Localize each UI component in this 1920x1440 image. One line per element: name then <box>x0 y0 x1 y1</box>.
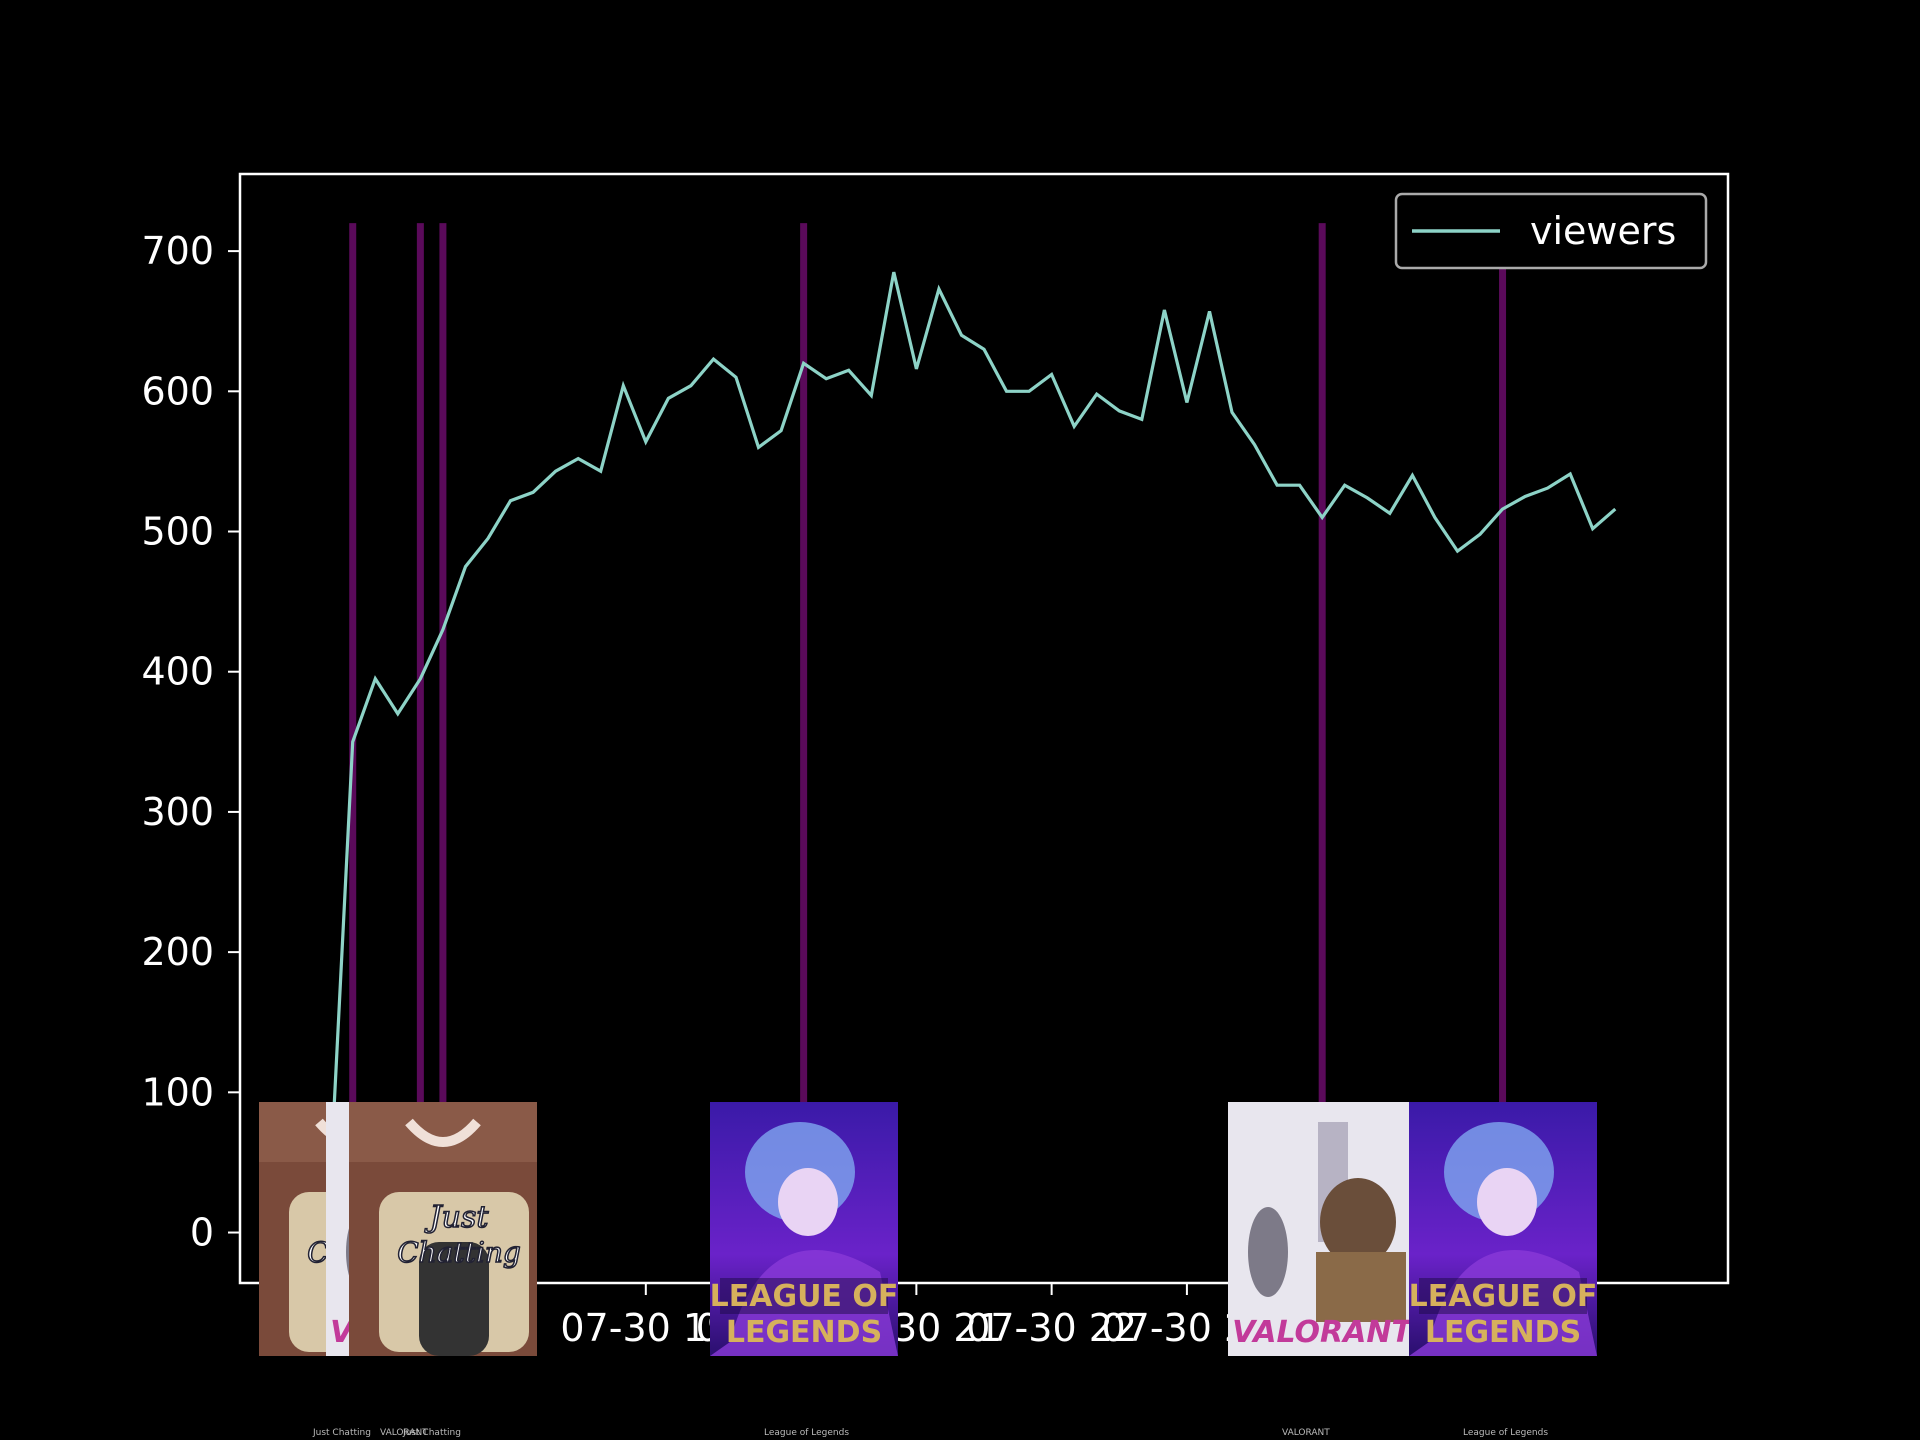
series-layer <box>328 271 1617 1184</box>
y-tick-label-100: 100 <box>141 1070 214 1114</box>
valorant-thumbnail: VALORANT <box>1228 1102 1416 1356</box>
svg-text:VALORANT: VALORANT <box>1232 1315 1414 1350</box>
x-tick-label-0: 07-30 19 <box>560 1306 731 1350</box>
category-label-1: VALORANT <box>380 1428 428 1438</box>
svg-text:LEAGUE OF: LEAGUE OF <box>1409 1279 1597 1314</box>
svg-text:Chatting: Chatting <box>397 1236 521 1269</box>
y-tick-label-700: 700 <box>141 229 214 273</box>
category-label-4: VALORANT <box>1282 1428 1330 1438</box>
category-label-2: Just Chatting <box>403 1428 461 1438</box>
y-tick-label-200: 200 <box>141 930 214 974</box>
y-axis: 0 100 200 300 400 500 600 700 <box>141 229 240 1255</box>
svg-text:Just: Just <box>424 1200 490 1235</box>
legend-label-viewers: viewers <box>1530 209 1676 253</box>
series-line-viewers <box>328 271 1617 1184</box>
svg-text:LEGENDS: LEGENDS <box>1425 1315 1581 1350</box>
svg-text:LEAGUE OF: LEAGUE OF <box>710 1279 898 1314</box>
league-of-legends-thumbnail: LEAGUE OF LEGENDS <box>710 1102 898 1356</box>
category-label-5: League of Legends <box>1463 1428 1549 1438</box>
y-tick-label-500: 500 <box>141 510 214 554</box>
y-tick-label-0: 0 <box>190 1211 214 1255</box>
category-label-3: League of Legends <box>764 1428 850 1438</box>
plot-area-frame <box>238 172 1730 1285</box>
y-tick-label-300: 300 <box>141 790 214 834</box>
league-of-legends-thumbnail: LEAGUE OF LEGENDS <box>1409 1102 1597 1356</box>
category-label-0: Just Chatting <box>313 1428 371 1438</box>
legend-box <box>1394 192 1708 270</box>
x-tick-label-3: 07-30 22 <box>966 1306 1137 1350</box>
svg-text:LEGENDS: LEGENDS <box>726 1315 882 1350</box>
legend[interactable]: viewers <box>1394 192 1708 270</box>
y-tick-label-400: 400 <box>141 650 214 694</box>
y-tick-label-600: 600 <box>141 369 214 413</box>
